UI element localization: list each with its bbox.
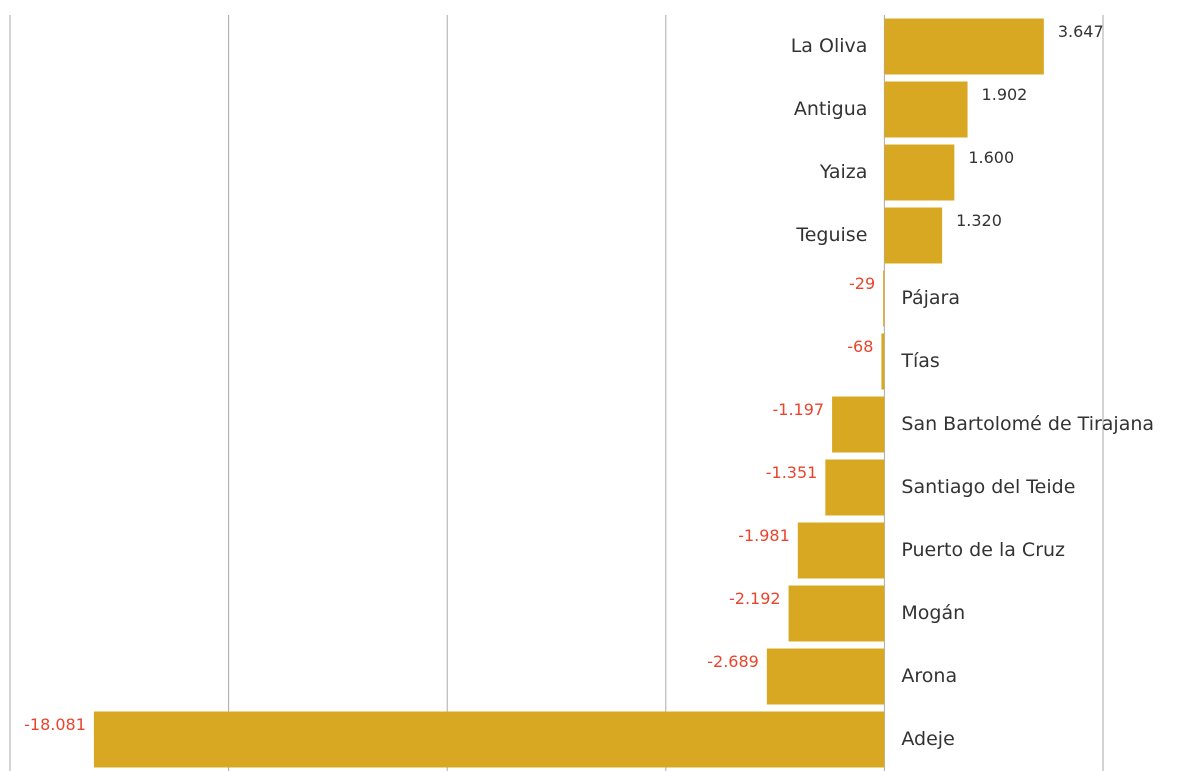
bar bbox=[881, 333, 885, 390]
bar bbox=[884, 81, 968, 138]
bar bbox=[883, 270, 885, 327]
category-label: San Bartolomé de Tirajana bbox=[901, 413, 1154, 435]
bar bbox=[788, 585, 885, 642]
category-label: Adeje bbox=[901, 728, 954, 750]
category-label: Yaiza bbox=[819, 161, 868, 183]
value-label: 3.647 bbox=[1058, 22, 1104, 41]
bar bbox=[832, 396, 885, 453]
bar bbox=[825, 459, 885, 516]
bar bbox=[797, 522, 885, 579]
category-label: La Oliva bbox=[791, 35, 868, 57]
category-label: Mogán bbox=[901, 602, 965, 624]
category-label: Santiago del Teide bbox=[901, 476, 1075, 498]
value-label: -1.351 bbox=[766, 463, 818, 482]
bar bbox=[884, 18, 1044, 75]
category-label: Arona bbox=[901, 665, 957, 687]
value-label: 1.902 bbox=[982, 85, 1028, 104]
bar bbox=[884, 207, 943, 264]
value-label: 1.320 bbox=[956, 211, 1002, 230]
value-label: -1.197 bbox=[772, 400, 824, 419]
value-label: 1.600 bbox=[968, 148, 1014, 167]
value-label: -2.192 bbox=[729, 589, 781, 608]
bar bbox=[93, 711, 885, 768]
category-label: Teguise bbox=[795, 224, 867, 246]
category-label: Pájara bbox=[901, 287, 960, 309]
value-label: -68 bbox=[847, 337, 873, 356]
bar bbox=[766, 648, 885, 705]
value-label: -18.081 bbox=[24, 715, 86, 734]
category-label: Antigua bbox=[794, 98, 868, 120]
category-label: Tías bbox=[900, 350, 939, 372]
value-label: -29 bbox=[849, 274, 875, 293]
value-label: -1.981 bbox=[738, 526, 790, 545]
category-label: Puerto de la Cruz bbox=[901, 539, 1065, 561]
value-label: -2.689 bbox=[707, 652, 759, 671]
bar bbox=[884, 144, 955, 201]
